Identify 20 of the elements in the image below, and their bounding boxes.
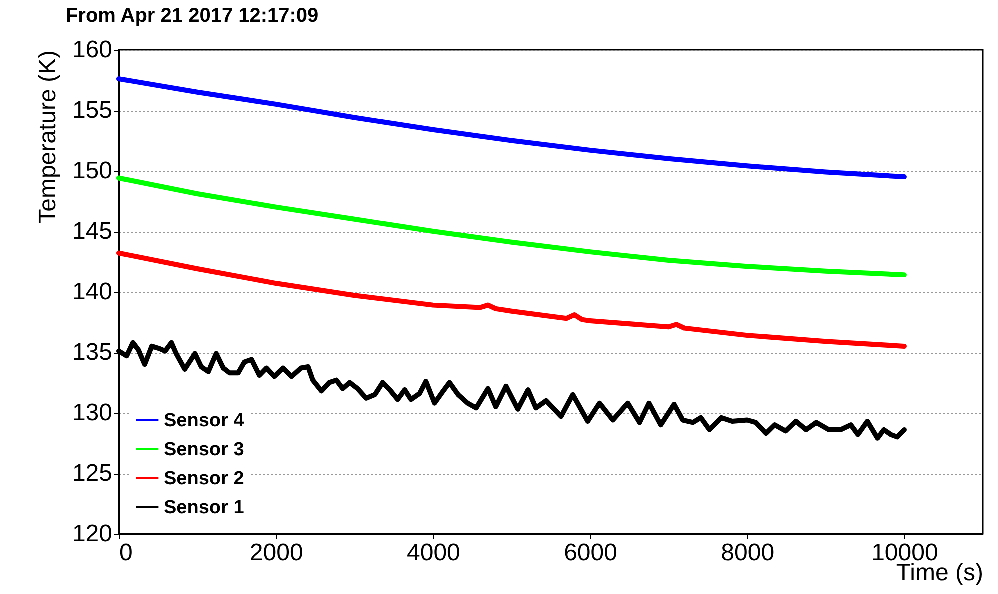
x-tick-label: 0	[120, 540, 133, 566]
x-tick-label: 8000	[721, 540, 775, 566]
y-tick-label: 130	[72, 400, 112, 426]
chart-title: From Apr 21 2017 12:17:09	[66, 5, 319, 27]
y-tick-label: 135	[72, 339, 112, 366]
y-tick-label: 160	[72, 36, 112, 64]
y-tick-label: 125	[72, 460, 112, 487]
legend-label: Sensor 2	[164, 468, 244, 490]
legend-label: Sensor 3	[164, 440, 244, 460]
y-tick-label: 150	[72, 158, 112, 184]
legend-label: Sensor 1	[164, 498, 245, 518]
x-tick-label: 6000	[564, 540, 618, 566]
x-tick-label: 2000	[250, 540, 304, 566]
y-axis-title: Temperature (K)	[34, 50, 62, 224]
legend-label: Sensor 4	[164, 410, 245, 432]
y-tick-label: 155	[72, 97, 112, 124]
y-tick-label: 140	[72, 278, 112, 306]
y-tick-label: 145	[72, 218, 112, 245]
y-tick-label: 120	[72, 520, 112, 548]
x-tick-label: 4000	[406, 540, 460, 566]
